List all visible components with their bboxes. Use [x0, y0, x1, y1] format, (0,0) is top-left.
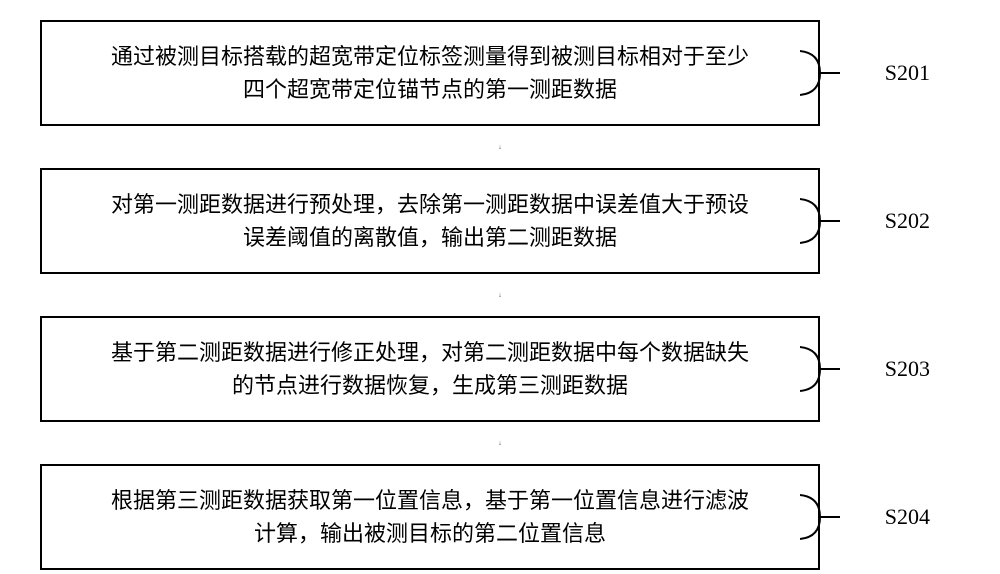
step-text: 四个超宽带定位锚节点的第一测距数据	[243, 77, 617, 102]
arrow-connector	[110, 126, 890, 168]
step-row-4: 根据第三测距数据获取第一位置信息，基于第一位置信息进行滤波 计算，输出被测目标的…	[40, 464, 960, 570]
step-label-2: S202	[885, 208, 930, 234]
down-arrow-icon	[499, 126, 501, 168]
down-arrow-icon	[499, 422, 501, 464]
step-row-3: 基于第二测距数据进行修正处理，对第二测距数据中每个数据缺失 的节点进行数据恢复，…	[40, 316, 960, 422]
down-arrow-icon	[499, 274, 501, 316]
connector-curve-icon	[800, 191, 840, 251]
step-text: 的节点进行数据恢复，生成第三测距数据	[232, 373, 628, 398]
step-box-3: 基于第二测距数据进行修正处理，对第二测距数据中每个数据缺失 的节点进行数据恢复，…	[40, 316, 820, 422]
connector-curve-icon	[800, 339, 840, 399]
step-text: 根据第三测距数据获取第一位置信息，基于第一位置信息进行滤波	[111, 488, 749, 513]
step-label-1: S201	[885, 60, 930, 86]
flowchart-container: 通过被测目标搭载的超宽带定位标签测量得到被测目标相对于至少 四个超宽带定位锚节点…	[40, 20, 960, 570]
connector-curve-icon	[800, 43, 840, 103]
step-text: 基于第二测距数据进行修正处理，对第二测距数据中每个数据缺失	[111, 340, 749, 365]
step-text: 计算，输出被测目标的第二位置信息	[254, 521, 606, 546]
arrow-connector	[110, 422, 890, 464]
step-text: 通过被测目标搭载的超宽带定位标签测量得到被测目标相对于至少	[111, 44, 749, 69]
step-row-2: 对第一测距数据进行预处理，去除第一测距数据中误差值大于预设 误差阈值的离散值，输…	[40, 168, 960, 274]
step-label-3: S203	[885, 356, 930, 382]
connector-curve-icon	[800, 487, 840, 547]
arrow-connector	[110, 274, 890, 316]
step-box-1: 通过被测目标搭载的超宽带定位标签测量得到被测目标相对于至少 四个超宽带定位锚节点…	[40, 20, 820, 126]
step-box-4: 根据第三测距数据获取第一位置信息，基于第一位置信息进行滤波 计算，输出被测目标的…	[40, 464, 820, 570]
step-box-2: 对第一测距数据进行预处理，去除第一测距数据中误差值大于预设 误差阈值的离散值，输…	[40, 168, 820, 274]
step-row-1: 通过被测目标搭载的超宽带定位标签测量得到被测目标相对于至少 四个超宽带定位锚节点…	[40, 20, 960, 126]
step-text: 误差阈值的离散值，输出第二测距数据	[243, 225, 617, 250]
step-label-4: S204	[885, 504, 930, 530]
step-text: 对第一测距数据进行预处理，去除第一测距数据中误差值大于预设	[111, 192, 749, 217]
